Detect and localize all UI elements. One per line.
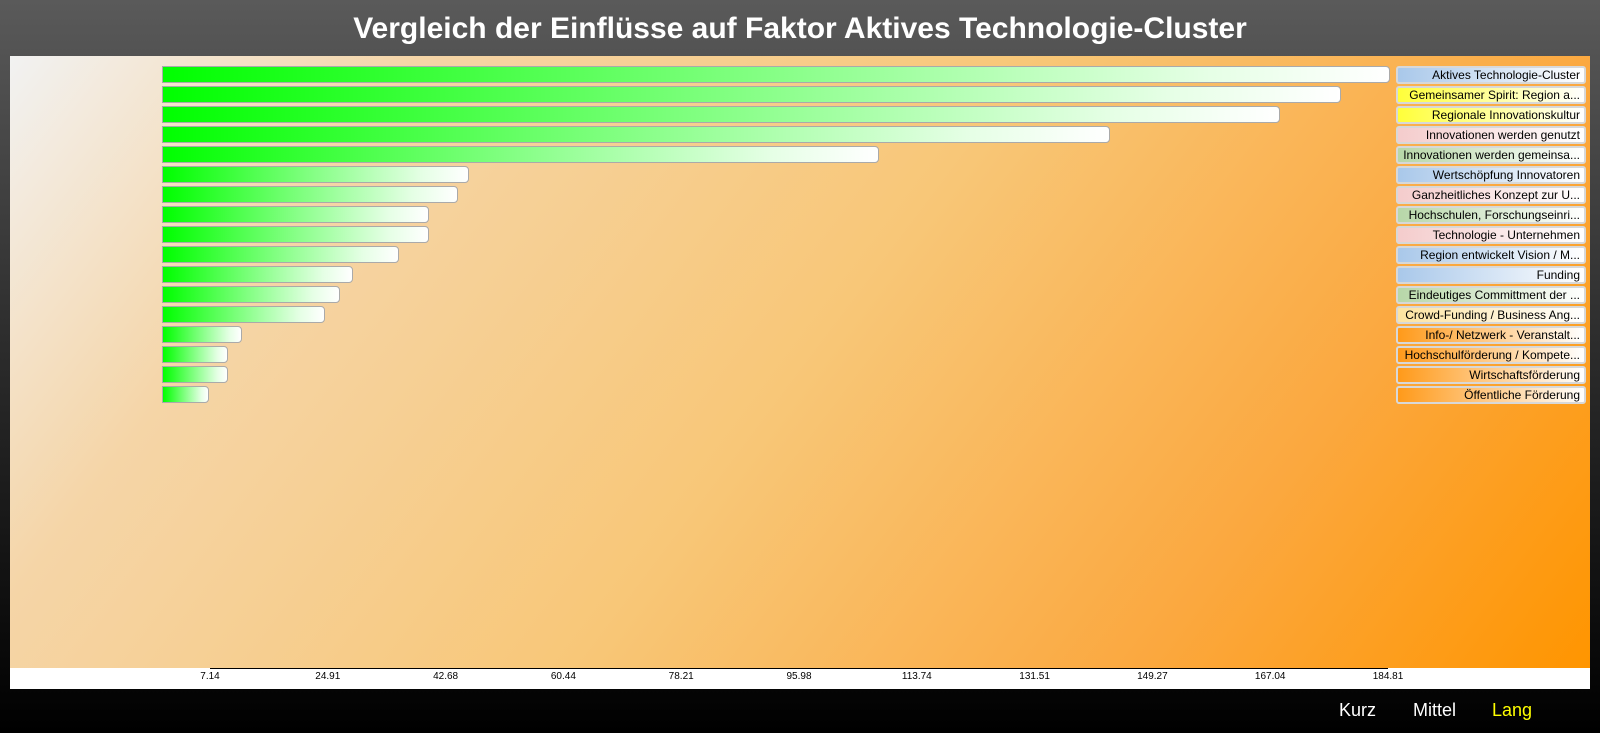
nav-long-button[interactable]: Lang xyxy=(1492,700,1533,720)
bar xyxy=(162,266,354,283)
legend-item[interactable]: Ganzheitliches Konzept zur U... xyxy=(1396,186,1586,204)
bar xyxy=(162,286,341,303)
legend-item[interactable]: Region entwickelt Vision / M... xyxy=(1396,246,1586,264)
legend-item[interactable]: Eindeutiges Committment der ... xyxy=(1396,286,1586,304)
bar xyxy=(162,126,1110,143)
x-tick-label: 113.74 xyxy=(901,671,932,682)
chart-title: Vergleich der Einflüsse auf Faktor Aktiv… xyxy=(353,12,1247,45)
legend-item[interactable]: Öffentliche Förderung xyxy=(1396,386,1586,404)
x-tick-label: 95.98 xyxy=(786,671,812,682)
legend-item[interactable]: Wertschöpfung Innovatoren xyxy=(1396,166,1586,184)
x-tick-label: 167.04 xyxy=(1254,671,1286,682)
legend-item[interactable]: Funding xyxy=(1396,266,1586,284)
legend-item[interactable]: Wirtschaftsförderung xyxy=(1396,366,1586,384)
legend-item[interactable]: Innovationen werden gemeinsa... xyxy=(1396,146,1586,164)
x-tick-label: 78.21 xyxy=(668,671,694,682)
bar xyxy=(162,166,469,183)
legend-item[interactable]: Gemeinsamer Spirit: Region a... xyxy=(1396,86,1586,104)
x-tick-label: 149.27 xyxy=(1137,671,1168,682)
bar xyxy=(162,226,430,243)
bar xyxy=(162,186,458,203)
legend-item[interactable]: Innovationen werden genutzt xyxy=(1396,126,1586,144)
x-tick-label: 131.51 xyxy=(1019,671,1050,682)
x-tick-label: 42.68 xyxy=(433,671,459,682)
bar xyxy=(162,346,229,363)
bar xyxy=(162,246,399,263)
x-tick-label: 184.81 xyxy=(1372,671,1404,682)
bar xyxy=(162,66,1390,83)
legend-item[interactable]: Crowd-Funding / Business Ang... xyxy=(1396,306,1586,324)
plot-area: Aktives Technologie-Cluster Gemeinsamer S… xyxy=(10,56,1590,668)
bar xyxy=(162,86,1341,103)
legend-item[interactable]: Aktives Technologie-Cluster xyxy=(1396,66,1586,84)
bar xyxy=(162,326,242,343)
x-tick-label: 60.44 xyxy=(550,671,576,682)
nav-medium-button[interactable]: Mittel xyxy=(1413,700,1457,720)
bar xyxy=(162,206,430,223)
x-tick-label: 24.91 xyxy=(315,671,341,682)
x-axis-line xyxy=(210,668,1388,669)
nav-short-button[interactable]: Kurz xyxy=(1339,700,1377,720)
legend-item[interactable]: Info-/ Netzwerk - Veranstalt... xyxy=(1396,326,1586,344)
legend-item[interactable]: Hochschulförderung / Kompete... xyxy=(1396,346,1586,364)
x-axis: 7.14 24.91 42.68 60.44 78.21 95.98 113.74 131.5… xyxy=(10,668,1590,689)
legend-item[interactable]: Hochschulen, Forschungseinri... xyxy=(1396,206,1586,224)
legend-item[interactable]: Technologie - Unternehmen xyxy=(1396,226,1586,244)
bar xyxy=(162,306,326,323)
legend-item[interactable]: Regionale Innovationskultur xyxy=(1396,106,1586,124)
x-tick-label: 7.14 xyxy=(200,671,220,682)
horizon-nav: Kurz Mittel Lang xyxy=(0,700,1600,730)
bar xyxy=(162,366,229,383)
bar xyxy=(162,386,210,403)
bar xyxy=(162,146,879,163)
bar xyxy=(162,106,1281,123)
